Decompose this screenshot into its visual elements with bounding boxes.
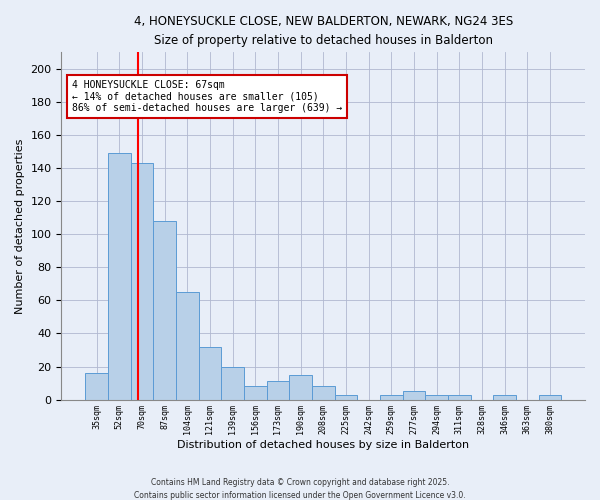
X-axis label: Distribution of detached houses by size in Balderton: Distribution of detached houses by size … [177,440,469,450]
Bar [108,153,131,400]
Bar [176,292,199,400]
Bar [131,163,153,400]
Bar [221,366,244,400]
Bar [153,221,176,400]
Bar [312,386,335,400]
Bar [85,373,108,400]
Bar [199,346,221,400]
Text: Contains HM Land Registry data © Crown copyright and database right 2025.
Contai: Contains HM Land Registry data © Crown c… [134,478,466,500]
Bar [380,394,403,400]
Bar [403,392,425,400]
Bar [493,394,516,400]
Bar [335,394,357,400]
Bar [539,394,561,400]
Title: 4, HONEYSUCKLE CLOSE, NEW BALDERTON, NEWARK, NG24 3ES
Size of property relative : 4, HONEYSUCKLE CLOSE, NEW BALDERTON, NEW… [134,15,513,47]
Y-axis label: Number of detached properties: Number of detached properties [15,138,25,314]
Bar [425,394,448,400]
Bar [244,386,266,400]
Bar [448,394,470,400]
Text: 4 HONEYSUCKLE CLOSE: 67sqm
← 14% of detached houses are smaller (105)
86% of sem: 4 HONEYSUCKLE CLOSE: 67sqm ← 14% of deta… [72,80,342,114]
Bar [266,382,289,400]
Bar [289,375,312,400]
